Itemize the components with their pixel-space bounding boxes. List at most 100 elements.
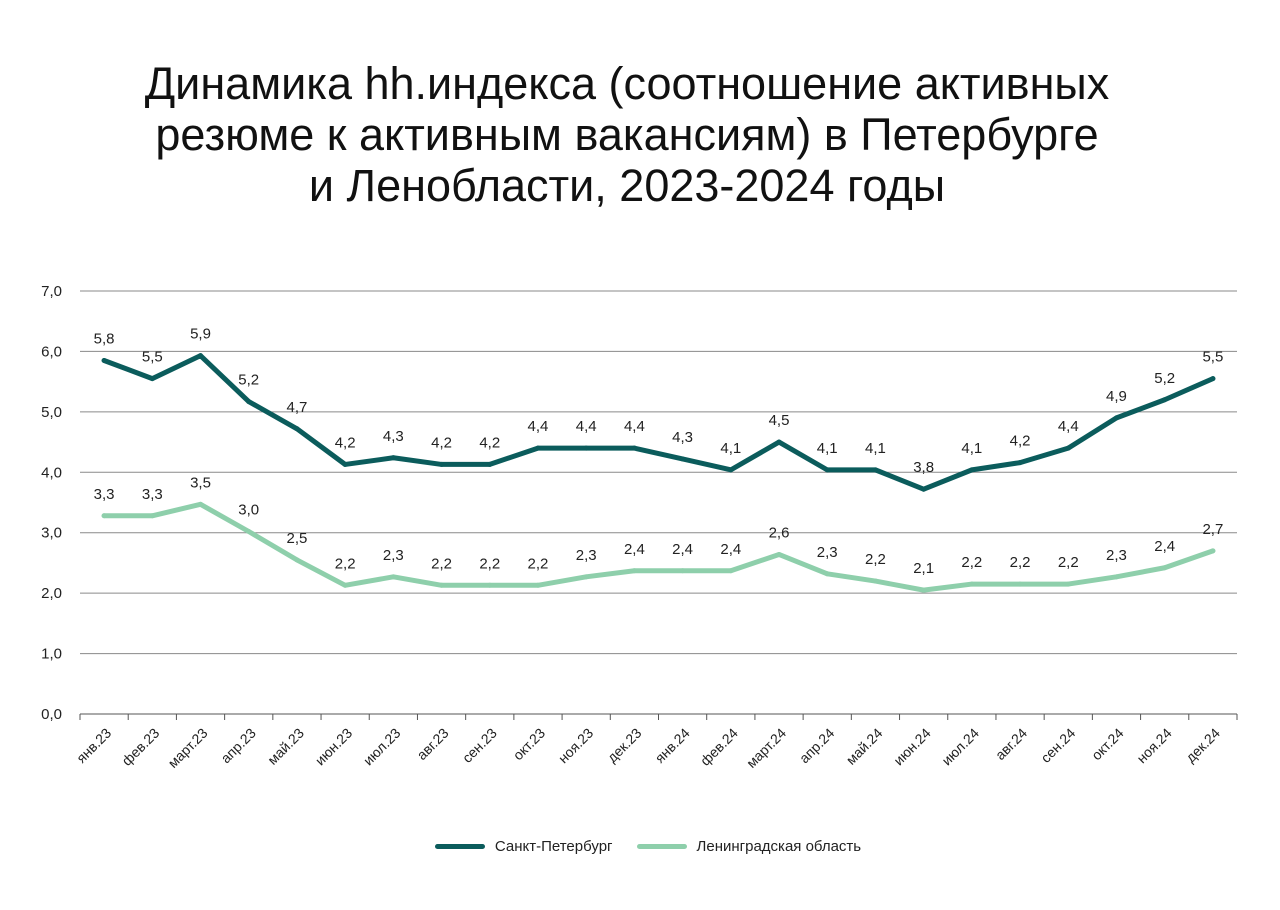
data-label: 4,2: [1010, 433, 1031, 450]
data-label: 4,1: [817, 440, 838, 457]
data-point: [1113, 574, 1119, 580]
y-tick-label: 0,0: [41, 706, 62, 723]
data-label: 3,5: [190, 474, 211, 491]
data-label: 4,3: [672, 429, 693, 446]
x-tick-label: янв.23: [73, 725, 114, 766]
data-label: 5,2: [1154, 370, 1175, 387]
data-point: [294, 557, 300, 563]
x-tick-label: авг.24: [992, 725, 1030, 763]
data-point: [487, 461, 493, 467]
data-label: 2,2: [1058, 554, 1079, 571]
data-label: 4,1: [865, 440, 886, 457]
chart-title-line: и Ленобласти, 2023-2024 годы: [308, 160, 946, 211]
series-line-spb: [101, 353, 1216, 492]
data-point: [680, 456, 686, 462]
data-label: 2,3: [1106, 547, 1127, 564]
y-tick-label: 4,0: [41, 464, 62, 481]
data-label: 5,2: [238, 372, 259, 389]
data-label: 2,7: [1202, 521, 1223, 538]
data-point: [294, 426, 300, 432]
legend-item-spb: Санкт-Петербург: [434, 838, 613, 855]
data-label: 5,5: [1202, 349, 1223, 366]
data-label: 4,2: [431, 434, 452, 451]
y-tick-label: 1,0: [41, 646, 62, 663]
data-point: [1210, 548, 1216, 554]
data-point: [1113, 415, 1119, 421]
data-label: 2,3: [383, 547, 404, 564]
data-label: 2,2: [961, 554, 982, 571]
data-point: [198, 353, 204, 359]
data-point: [872, 578, 878, 584]
data-label: 4,5: [769, 412, 790, 429]
y-tick-label: 5,0: [41, 404, 62, 421]
x-tick-label: июл.24: [938, 725, 982, 769]
data-label: 3,8: [913, 459, 934, 476]
data-point: [535, 582, 541, 588]
data-point: [583, 445, 589, 451]
data-point: [198, 501, 204, 507]
data-point: [246, 399, 252, 405]
data-label: 4,9: [1106, 388, 1127, 405]
x-tick-label: июн.23: [312, 725, 356, 769]
y-tick-label: 6,0: [41, 343, 62, 360]
x-tick-label: апр.24: [796, 725, 838, 767]
x-tick-label: июн.24: [890, 725, 934, 769]
data-point: [1162, 565, 1168, 571]
x-tick-label: март.24: [743, 725, 789, 771]
data-label: 3,0: [238, 502, 259, 519]
data-point: [969, 581, 975, 587]
data-point: [728, 568, 734, 574]
data-point: [439, 461, 445, 467]
chart-title: Динамика hh.индекса (соотношение активны…: [0, 58, 1254, 211]
legend-label-lenobl: Ленинградская область: [696, 838, 862, 855]
data-point: [1162, 397, 1168, 403]
data-point: [342, 582, 348, 588]
legend-swatch-lenobl: [636, 844, 687, 849]
data-point: [824, 571, 830, 577]
chart-title-line: Динамика hh.индекса (соотношение активны…: [144, 58, 1110, 109]
y-tick-label: 3,0: [41, 525, 62, 542]
data-label: 4,4: [528, 418, 549, 435]
data-label: 2,5: [287, 530, 308, 547]
data-point: [728, 467, 734, 473]
data-label: 2,3: [576, 547, 597, 564]
data-label: 2,6: [769, 524, 790, 541]
x-tick-label: окт.24: [1088, 725, 1127, 764]
data-point: [390, 574, 396, 580]
x-tick-label: ноя.24: [1133, 725, 1175, 767]
legend-label-spb: Санкт-Петербург: [494, 838, 613, 855]
data-point: [1065, 581, 1071, 587]
data-point: [1017, 581, 1023, 587]
y-tick-label: 2,0: [41, 585, 62, 602]
data-label: 2,2: [865, 551, 886, 568]
chart-title-line: резюме к активным вакансиям) в Петербург…: [155, 109, 1099, 160]
data-point: [149, 376, 155, 382]
data-label: 3,3: [94, 486, 115, 503]
data-label: 2,2: [431, 555, 452, 572]
data-point: [824, 467, 830, 473]
data-point: [149, 513, 155, 519]
data-point: [969, 467, 975, 473]
x-tick-label: июл.23: [360, 725, 404, 769]
data-label: 4,1: [961, 440, 982, 457]
data-label: 2,4: [1154, 538, 1175, 555]
data-label: 4,4: [576, 418, 597, 435]
x-tick-label: сен.24: [1037, 725, 1078, 766]
data-label: 5,5: [142, 349, 163, 366]
data-point: [1017, 460, 1023, 466]
data-label: 2,4: [672, 541, 693, 558]
x-tick-label: дек.24: [1182, 725, 1223, 766]
legend: Санкт-Петербург Ленинградская область: [0, 838, 1280, 855]
x-tick-label: окт.23: [510, 725, 549, 764]
data-label: 2,3: [817, 544, 838, 561]
data-label: 4,4: [1058, 418, 1079, 435]
data-label: 5,8: [94, 330, 115, 347]
x-tick-label: ноя.23: [555, 725, 597, 767]
y-tick-label: 7,0: [41, 283, 62, 300]
data-point: [246, 529, 252, 535]
x-tick-label: янв.24: [652, 725, 693, 766]
x-tick-label: апр.23: [217, 725, 259, 767]
x-tick-label: март.23: [165, 725, 211, 771]
data-point: [487, 582, 493, 588]
